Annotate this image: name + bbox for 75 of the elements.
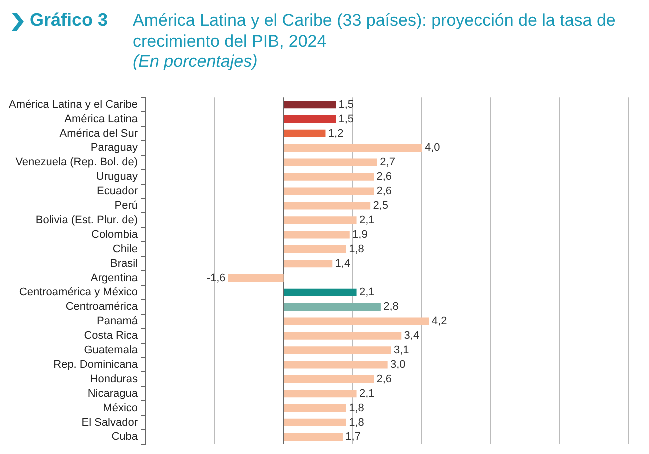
data-label: 3,0: [390, 358, 406, 371]
y-tick-label: Colombia: [92, 228, 139, 241]
data-label: 3,4: [404, 330, 420, 342]
data-label: 3,1: [394, 344, 410, 357]
bar: [284, 260, 333, 268]
data-label: 1,8: [349, 416, 364, 429]
data-label: 2,8: [384, 301, 399, 314]
data-label: 2,6: [376, 373, 392, 386]
y-tick-label: Cuba: [112, 431, 139, 444]
data-label: 1,5: [338, 113, 354, 126]
text: Gráfico 3: [30, 10, 108, 31]
bar: [284, 231, 350, 239]
y-tick-label: Centroamérica y México: [19, 286, 138, 299]
bar: [284, 158, 378, 166]
y-tick-label: México: [103, 402, 138, 414]
bar: [284, 245, 346, 254]
y-tick-label: Panamá: [97, 316, 139, 328]
y-tick-label: El Salvador: [82, 416, 138, 429]
data-label: 2,1: [359, 286, 375, 299]
y-tick-label: Bolivia (Est. Plur. de): [36, 214, 138, 226]
bar: [284, 376, 374, 384]
bar: [284, 361, 388, 369]
bar: [284, 404, 346, 412]
bar: [284, 144, 422, 152]
bar: [284, 346, 392, 354]
y-tick-label: América del Sur: [60, 128, 138, 140]
data-label: 1,7: [346, 431, 361, 444]
bar: [284, 288, 357, 297]
bar: [284, 390, 357, 398]
data-label: 4,0: [425, 142, 440, 154]
bar: [284, 202, 371, 210]
data-label: 2,1: [359, 214, 375, 226]
y-tick-label: Nicaragua: [88, 388, 139, 400]
bar: [284, 433, 343, 442]
y-tick-label: Argentina: [90, 272, 139, 284]
chart-subtitle: (En porcentajes): [133, 52, 258, 72]
y-tick-label: Paraguay: [90, 142, 138, 154]
bar: [284, 332, 402, 340]
bar: [284, 418, 346, 427]
data-label: 4,2: [432, 316, 448, 328]
y-tick-label: Honduras: [90, 373, 138, 386]
bar: [284, 173, 374, 181]
bar: [284, 188, 374, 196]
y-tick-label: Rep. Dominicana: [54, 358, 139, 371]
y-tick-label: Centroamérica: [66, 301, 139, 314]
y-tick-label: Perú: [114, 200, 138, 212]
data-label: 2,1: [359, 388, 375, 400]
y-tick-label: Costa Rica: [84, 330, 139, 342]
data-label: 1,4: [335, 258, 351, 270]
y-tick-label: Chile: [112, 243, 138, 256]
y-tick-label: América Latina: [64, 113, 139, 126]
data-label: 2,7: [380, 156, 396, 169]
bar: [284, 303, 381, 311]
bar: [284, 115, 336, 124]
bar: [284, 216, 357, 224]
data-label: 2,6: [376, 186, 392, 198]
y-tick-label: Ecuador: [97, 186, 138, 198]
data-label: -1,6: [206, 272, 226, 284]
bar: [284, 318, 430, 326]
bar: [228, 274, 284, 282]
data-label: 2,5: [373, 200, 389, 212]
data-label: 1,5: [338, 98, 354, 111]
chart-title: América Latina y el Caribe (33 países): proyección de la tasa de crecimiento del PIB, 2024: [133, 10, 617, 52]
data-label: 1,2: [328, 128, 344, 140]
bar: [284, 100, 336, 109]
bar: [284, 130, 326, 138]
y-tick-label: Brasil: [110, 258, 138, 270]
data-label: 2,6: [376, 171, 392, 184]
y-tick-label: Guatemala: [84, 344, 139, 357]
data-label: 1,9: [352, 228, 368, 241]
y-tick-label: Uruguay: [96, 171, 138, 184]
data-label: 1,8: [349, 243, 364, 256]
data-label: 1,8: [349, 402, 364, 414]
y-tick-label: Venezuela (Rep. Bol. de): [16, 156, 138, 169]
y-tick-label: América Latina y el Caribe: [8, 98, 138, 111]
